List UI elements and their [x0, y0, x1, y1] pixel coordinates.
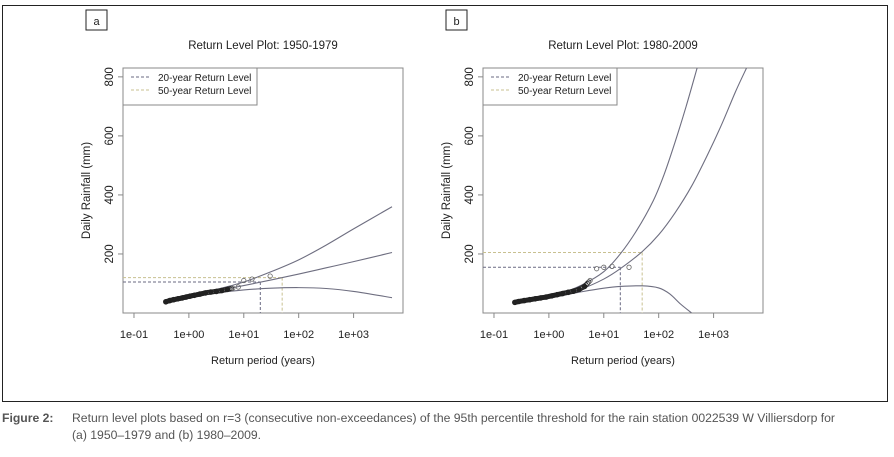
panel-label: a	[93, 16, 100, 28]
legend-entry: 50-year Return Level	[518, 86, 611, 97]
curves	[166, 206, 393, 303]
data-point	[230, 285, 236, 291]
data-point	[626, 264, 632, 270]
x-tick-label: 1e+03	[338, 329, 369, 341]
y-tick-label: 600	[104, 126, 116, 145]
legend-entry: 20-year Return Level	[158, 73, 251, 84]
caption-label: Figure 2:	[2, 411, 54, 425]
x-tick-label: 1e+02	[283, 329, 314, 341]
caption-line-1: Return level plots based on r=3 (consecu…	[72, 411, 835, 425]
plot-area	[122, 67, 404, 314]
y-tick-label: 800	[464, 67, 476, 86]
data-point	[235, 284, 241, 290]
y-tick-label: 200	[104, 244, 116, 263]
panel-label: b	[453, 16, 459, 28]
legend-entry: 20-year Return Level	[518, 73, 611, 84]
y-tick-label: 200	[464, 244, 476, 263]
x-tick-label: 1e+02	[643, 329, 674, 341]
panel-b: b Return Level Plot: 1980-2009 200 400 600 80…	[441, 9, 764, 367]
x-tick-label: 1e-01	[480, 329, 508, 341]
data-point	[601, 264, 607, 270]
x-tick-label: 1e-01	[120, 329, 148, 341]
x-axis-label: Return period (years)	[211, 355, 315, 367]
y-tick-label: 600	[464, 126, 476, 145]
chart-title: Return Level Plot: 1950-1979	[188, 40, 338, 52]
data-point	[609, 263, 615, 269]
x-axis-label: Return period (years)	[571, 355, 675, 367]
chart-title: Return Level Plot: 1980-2009	[548, 40, 698, 52]
data-point	[584, 280, 590, 287]
data-point	[594, 266, 600, 272]
x-tick-label: 1e+00	[173, 329, 204, 341]
y-axis-label: Daily Rainfall (mm)	[81, 142, 93, 239]
x-tick-label: 1e+01	[588, 329, 619, 341]
data-point	[241, 277, 247, 284]
data-point	[583, 282, 589, 288]
y-axis-label: Daily Rainfall (mm)	[441, 142, 453, 239]
figure-frame	[2, 5, 888, 402]
data-point	[586, 279, 592, 285]
caption-line-2: (a) 1950–1979 and (b) 1980–2009.	[72, 428, 262, 442]
data-points	[512, 263, 632, 306]
curve-upper-ci	[166, 206, 393, 302]
figure-plots: a Return Level Plot: 1950-1979 200 400 600 80…	[81, 9, 764, 367]
x-tick-label: 1e+03	[698, 329, 729, 341]
legend-box	[482, 67, 618, 106]
x-tick-label: 1e+00	[533, 329, 564, 341]
panel-label-box	[445, 9, 468, 31]
data-point	[587, 277, 593, 284]
data-point	[249, 276, 255, 282]
data-points	[163, 273, 273, 305]
legend: 20-year Return Level 50-year Return Level	[482, 67, 618, 106]
panel-label-box	[85, 9, 108, 31]
y-tick-label: 400	[464, 185, 476, 204]
panel-a: a Return Level Plot: 1950-1979 200 400 600 80…	[81, 9, 404, 367]
x-tick-label: 1e+01	[228, 329, 259, 341]
y-tick-label: 800	[104, 67, 116, 86]
plot-area	[482, 67, 764, 314]
y-tick-label: 400	[104, 185, 116, 204]
legend-entry: 50-year Return Level	[158, 86, 251, 97]
legend: 20-year Return Level 50-year Return Level	[122, 67, 258, 106]
data-point	[267, 273, 273, 279]
legend-box	[122, 67, 258, 106]
